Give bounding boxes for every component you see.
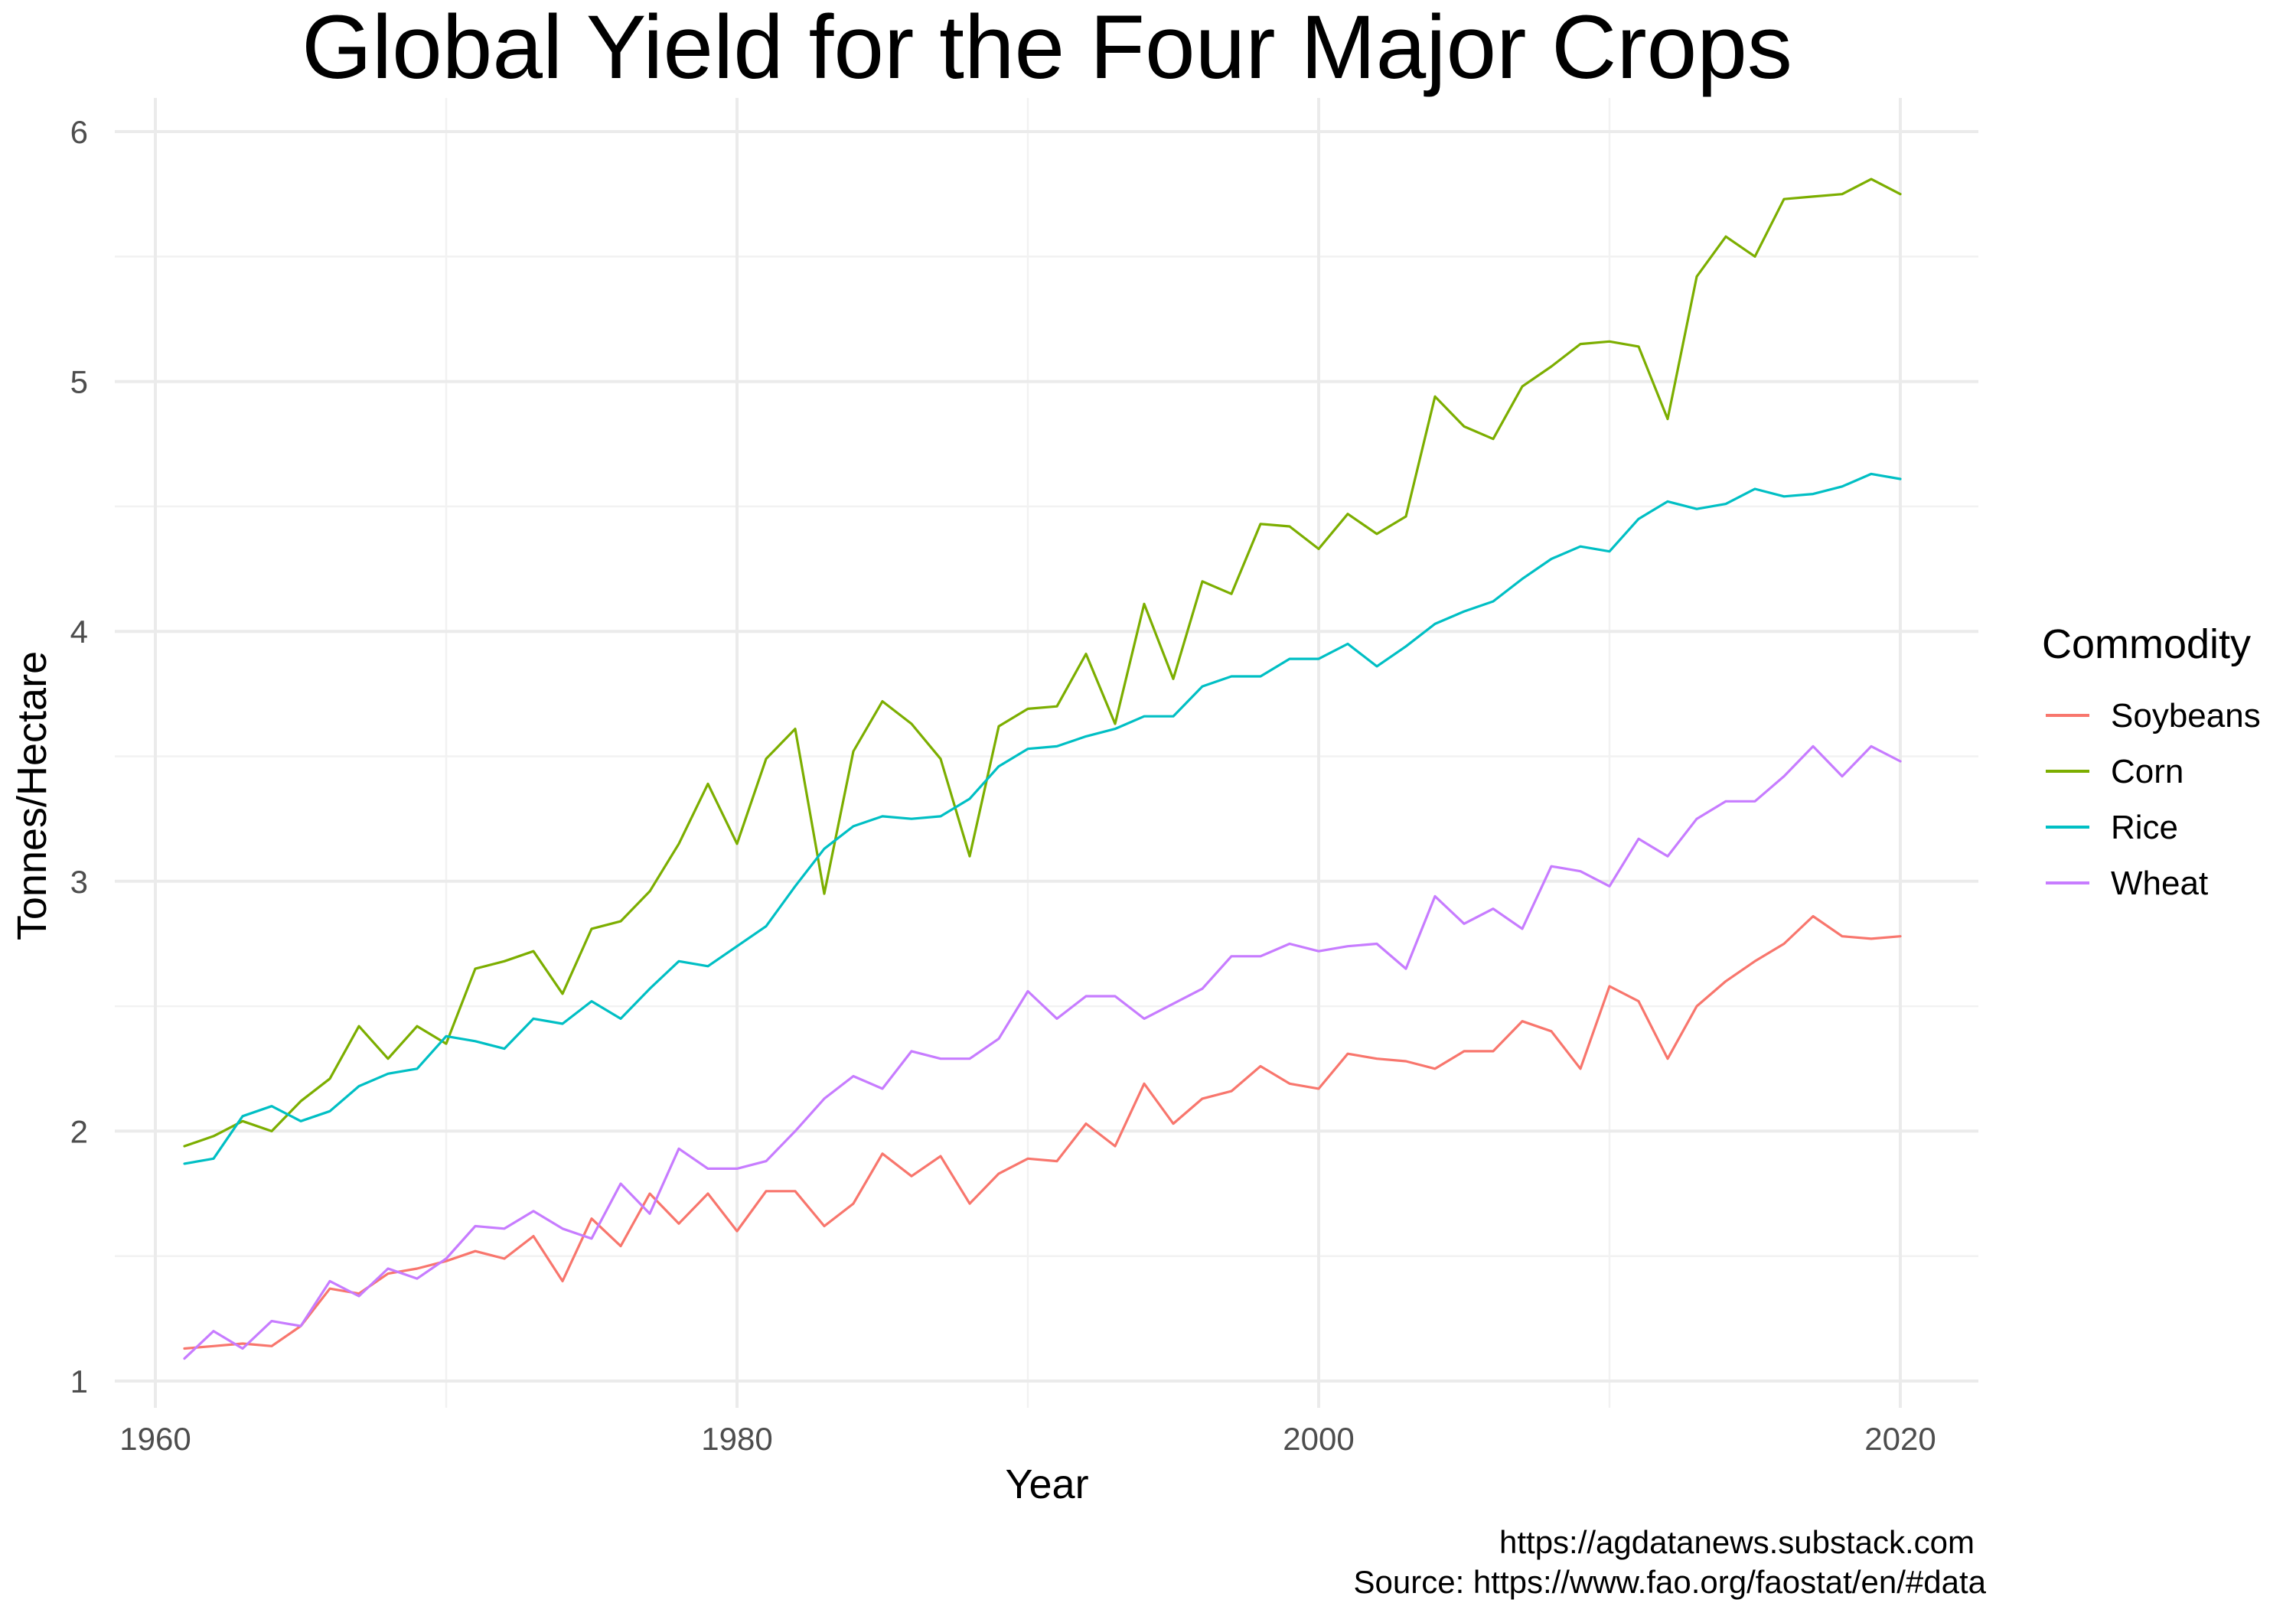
legend: Commodity Soybeans Corn Rice Wheat <box>2042 621 2261 902</box>
x-tick-label: 1980 <box>701 1421 772 1457</box>
legend-title: Commodity <box>2042 621 2251 667</box>
series-line-wheat <box>183 744 1902 1360</box>
grid-major-lines <box>115 98 1978 1408</box>
y-tick-label: 1 <box>70 1363 88 1399</box>
y-tick-label: 5 <box>70 364 88 400</box>
x-tick-label: 2020 <box>1864 1421 1936 1457</box>
series-line-rice <box>183 472 1902 1165</box>
legend-item-corn: Corn <box>2046 753 2183 790</box>
x-tick-label: 1960 <box>119 1421 191 1457</box>
legend-label: Wheat <box>2111 865 2208 902</box>
grid-minor-lines <box>115 98 1978 1408</box>
x-axis-title: Year <box>1005 1461 1088 1507</box>
chart-title: Global Yield for the Four Major Crops <box>302 0 1792 98</box>
legend-item-wheat: Wheat <box>2046 865 2208 902</box>
y-tick-label: 4 <box>70 614 88 650</box>
y-axis-ticks: 1 2 3 4 5 6 <box>70 114 88 1399</box>
legend-label: Rice <box>2111 809 2178 846</box>
series-line-soybeans <box>183 914 1902 1350</box>
y-tick-label: 6 <box>70 114 88 150</box>
y-tick-label: 2 <box>70 1113 88 1149</box>
legend-item-rice: Rice <box>2046 809 2178 846</box>
y-tick-label: 3 <box>70 864 88 900</box>
legend-items: Soybeans Corn Rice Wheat <box>2046 697 2261 902</box>
series-line-corn <box>183 178 1902 1148</box>
legend-label: Soybeans <box>2111 697 2261 735</box>
caption-source: Source: https://www.fao.org/faostat/en/#… <box>1354 1564 1987 1600</box>
x-axis-ticks: 1960 1980 2000 2020 <box>119 1421 1936 1457</box>
legend-label: Corn <box>2111 753 2183 790</box>
series-lines <box>183 178 1902 1360</box>
caption-site: https://agdatanews.substack.com <box>1499 1524 1975 1560</box>
legend-item-soybeans: Soybeans <box>2046 697 2261 735</box>
y-axis-title: Tonnes/Hectare <box>9 651 55 940</box>
x-tick-label: 2000 <box>1283 1421 1354 1457</box>
